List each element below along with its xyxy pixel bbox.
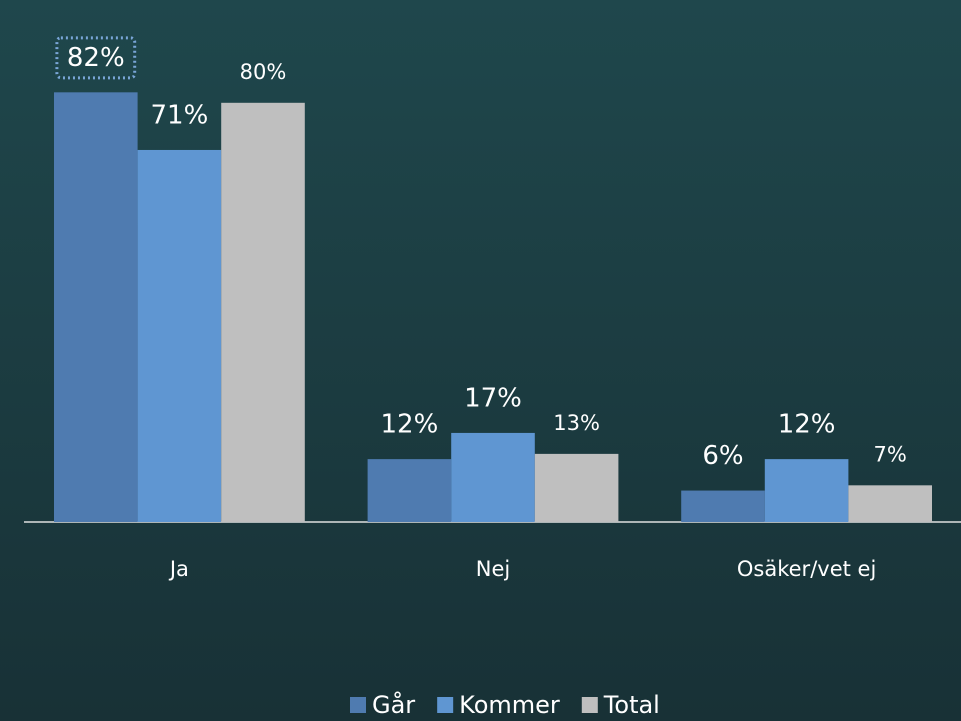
data-label: 82% — [67, 43, 125, 73]
bar — [848, 485, 932, 522]
data-label: 12% — [778, 410, 836, 440]
x-tick-label: Nej — [476, 557, 510, 581]
legend-swatch — [437, 697, 454, 713]
data-label: 80% — [240, 60, 287, 84]
legend-label: Total — [603, 691, 660, 719]
x-tick-label: Ja — [168, 557, 189, 581]
data-label: 12% — [381, 410, 439, 440]
data-label: 7% — [874, 442, 907, 466]
data-label: 13% — [553, 411, 600, 435]
data-label: 71% — [151, 100, 209, 130]
legend-label: Går — [372, 690, 415, 719]
bar — [137, 149, 222, 522]
bar — [54, 92, 138, 522]
bar — [764, 459, 849, 522]
bar — [681, 490, 765, 522]
x-tick-label: Osäker/vet ej — [737, 557, 876, 581]
data-label: 6% — [702, 441, 743, 471]
selection-box — [55, 36, 137, 80]
bar — [534, 453, 619, 522]
bar — [451, 432, 535, 522]
bar — [367, 459, 452, 522]
legend-label: Kommer — [459, 691, 560, 719]
data-label: 17% — [464, 383, 522, 413]
legend-swatch — [350, 697, 366, 713]
bar — [221, 102, 305, 523]
legend-swatch — [581, 697, 598, 713]
